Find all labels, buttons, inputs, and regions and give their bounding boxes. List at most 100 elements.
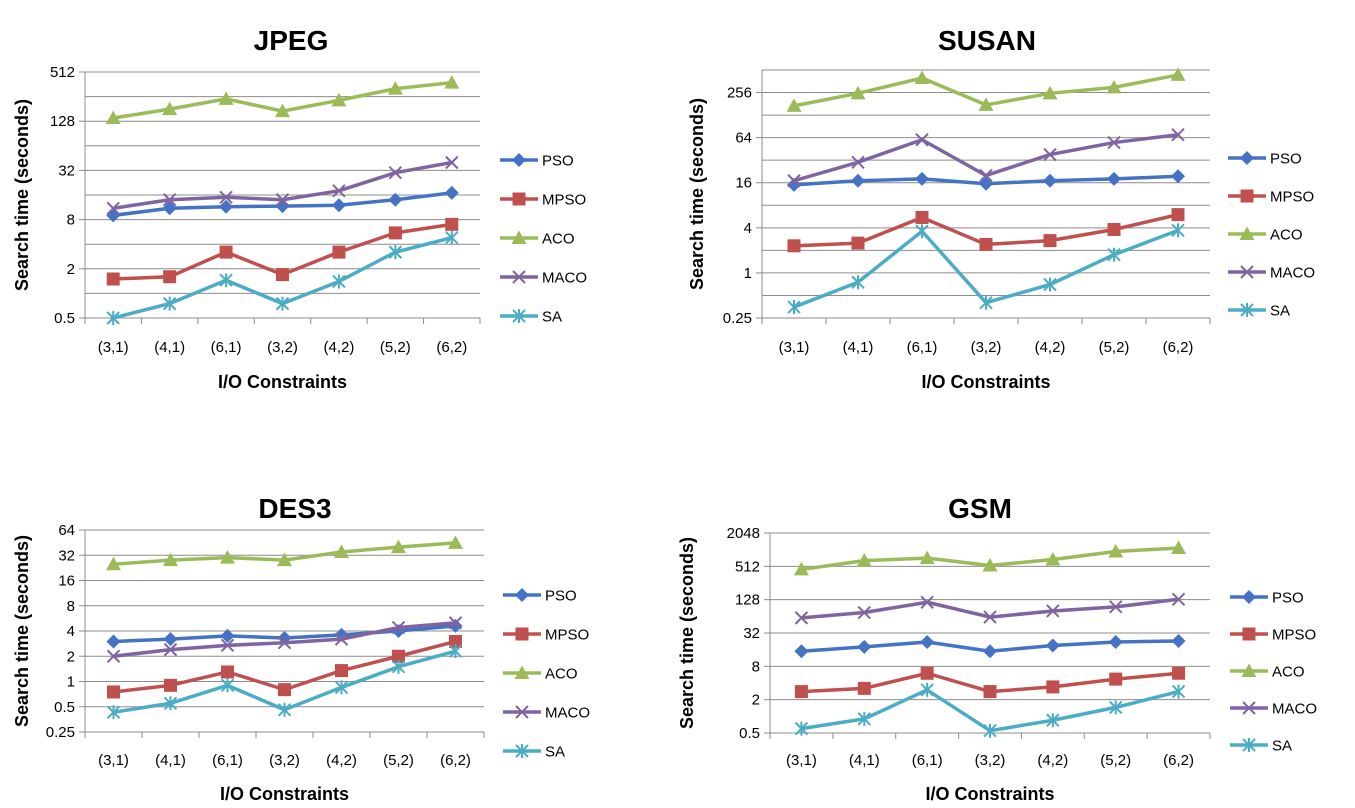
x-tick-label: (3,1) [786,752,817,769]
y-tick-label: 0.5 [54,310,75,327]
series-sa [787,223,1185,315]
legend-item-sa: SA [503,744,565,761]
legend-item-pso: PSO [503,588,577,605]
data-point [276,268,289,282]
x-tick-label: (3,1) [98,752,129,769]
x-tick-label: (4,1) [154,339,185,356]
data-point [275,103,290,118]
data-point [445,217,459,231]
data-point [856,553,872,567]
x-tick-label: (4,1) [155,752,186,769]
data-point [915,224,929,239]
data-point [1043,234,1057,248]
y-tick-label: 8 [752,658,760,675]
series-sa [106,644,463,720]
data-point [1171,592,1186,607]
x-axis-label: I/O Constraints [220,784,349,804]
x-tick-label: (4,2) [1037,752,1068,769]
data-point [1046,680,1060,694]
legend-item-mpso: MPSO [1228,189,1314,206]
legend-label: SA [1270,303,1290,320]
data-point [448,616,463,630]
legend-item-maco: MACO [1228,265,1315,282]
legend-item-mpso: MPSO [500,192,586,209]
x-tick-label: (3,2) [267,339,298,356]
data-point [1043,277,1057,292]
y-tick-label: 4 [744,220,752,237]
legend-marker [515,705,529,719]
series-line [793,132,1179,183]
legend-label: SA [545,744,565,761]
y-tick-label: 128 [735,592,760,609]
x-tick-label: (6,1) [912,752,943,769]
data-point [794,721,809,736]
data-point [218,91,234,105]
data-point [220,678,235,693]
legend-label: SA [542,309,562,326]
series-mpso [794,666,1186,699]
data-point [1042,85,1058,100]
series-mpso [106,217,459,286]
data-point [979,176,993,191]
data-point [1171,128,1185,142]
legend-item-pso: PSO [500,153,574,170]
data-point [448,535,463,549]
data-point [220,628,235,643]
series-line [112,160,453,211]
x-tick-label: (4,2) [326,752,357,769]
y-tick-label: 0.25 [46,724,75,741]
legend-marker [1242,590,1256,604]
data-point [106,201,120,216]
data-point [388,226,402,240]
y-tick-label: 256 [727,85,752,102]
data-point [106,705,121,720]
legend-item-mpso: MPSO [1230,627,1316,644]
x-tick-label: (5,2) [1100,752,1131,769]
data-point [1045,638,1060,653]
data-point [1106,79,1122,94]
data-point [983,644,997,659]
data-point [445,230,459,245]
data-point [1170,67,1186,81]
legend-marker [515,627,529,641]
y-tick-label: 2 [67,261,75,278]
data-point [1107,135,1121,150]
x-tick-label: (3,1) [98,339,129,356]
legend-label: PSO [542,153,574,170]
x-tick-label: (6,2) [1163,339,1194,356]
data-point [105,110,121,125]
x-tick-label: (4,2) [1035,339,1066,356]
legend-label: MACO [542,270,587,287]
legend-label: ACO [542,231,575,248]
legend-label: MACO [1270,265,1315,282]
data-point [334,680,349,695]
y-tick-label: 16 [735,175,752,192]
legend-marker [511,230,527,244]
legend-label: MPSO [1272,627,1316,644]
legend-label: MACO [545,705,590,722]
data-point [219,273,233,288]
data-point [106,634,121,649]
y-axis-label: Search time (seconds) [677,537,697,729]
series-pso [106,185,459,223]
x-tick-label: (4,2) [324,339,355,356]
legend-marker [514,665,530,679]
data-point [277,552,292,567]
legend-marker [1242,627,1256,641]
data-point [332,245,346,259]
data-point [982,558,998,572]
y-tick-label: 32 [58,547,75,564]
legend-marker [1242,738,1256,752]
y-tick-label: 32 [58,162,75,179]
data-point [851,275,865,290]
series-mpso [787,208,1185,253]
data-point [163,696,178,711]
series-sa [106,230,459,325]
series-maco [794,592,1186,625]
y-tick-label: 2 [67,648,75,665]
data-point [164,678,177,692]
data-point [1043,147,1057,162]
series-maco [787,128,1185,188]
x-tick-label: (4,1) [849,752,880,769]
data-point [1045,552,1061,566]
